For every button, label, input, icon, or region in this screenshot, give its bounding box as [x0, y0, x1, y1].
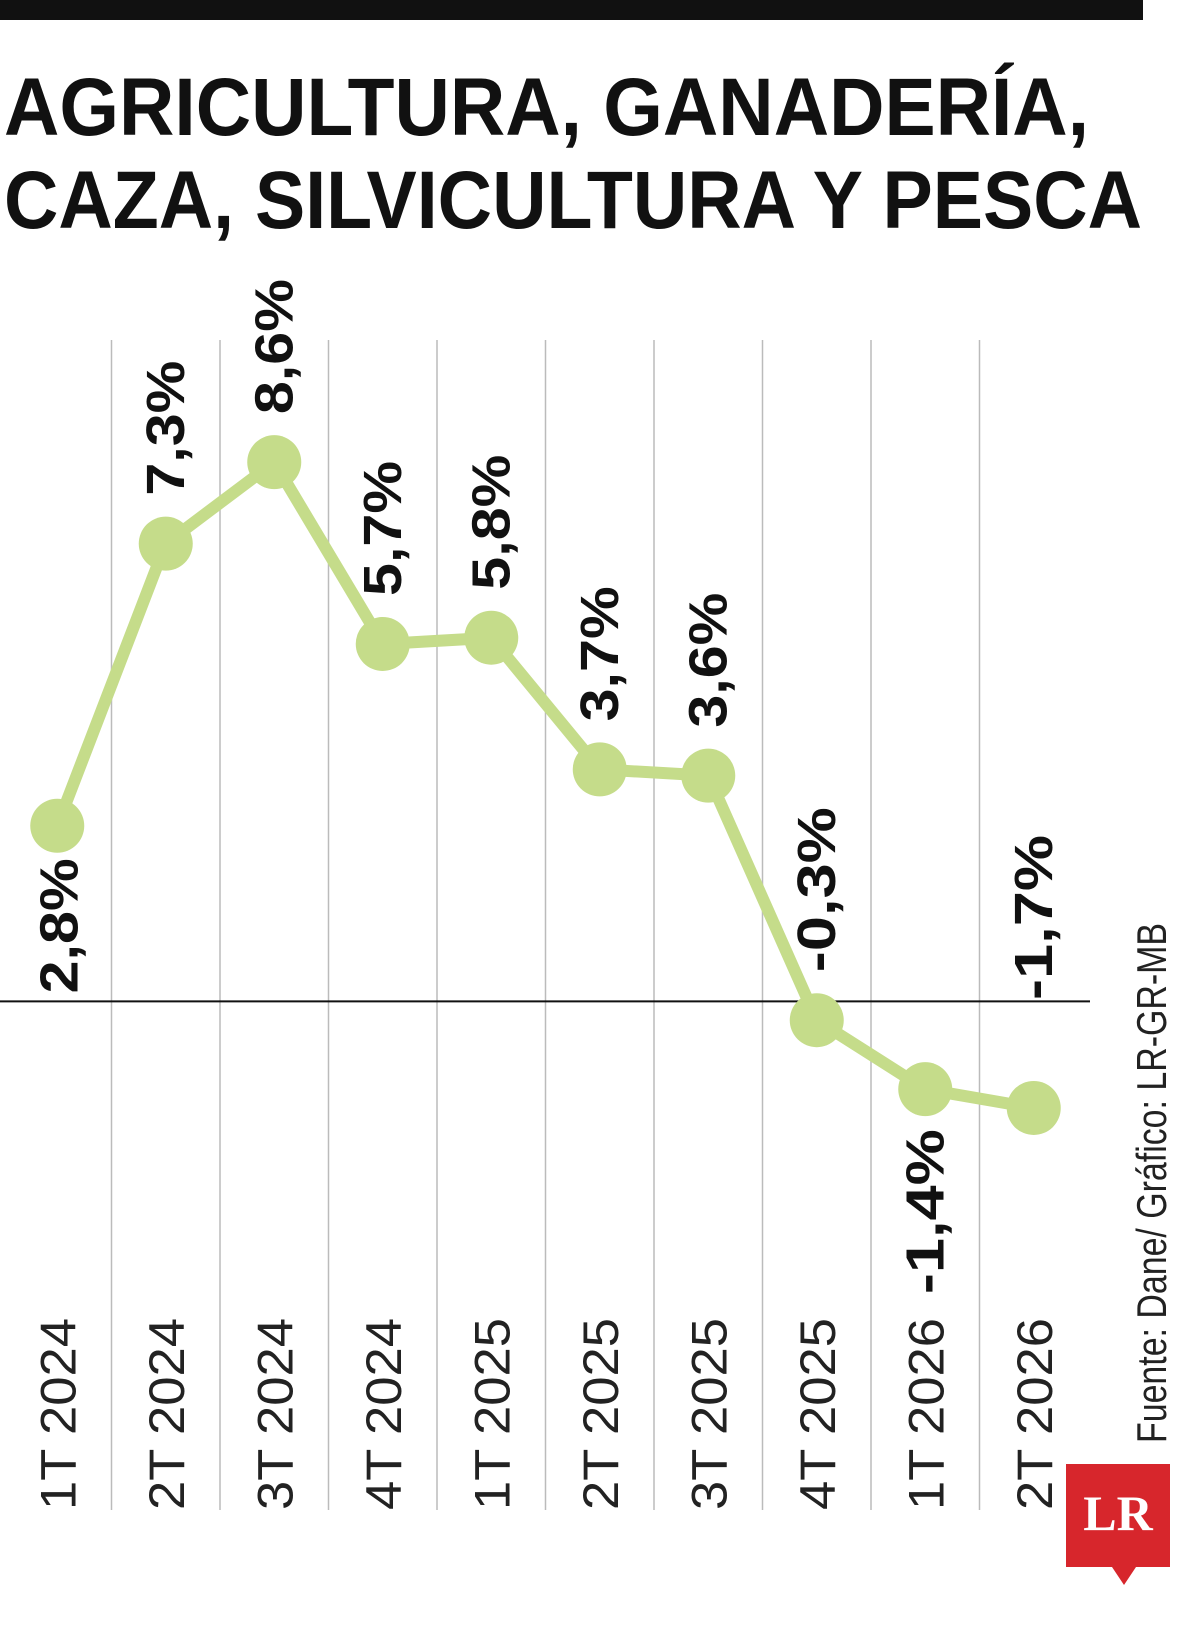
x-tick-label: 4T 2025 [790, 1318, 846, 1510]
point [138, 516, 193, 571]
point [247, 435, 302, 490]
x-tick-label: 2T 2025 [573, 1318, 629, 1510]
data-label: 2,8% [29, 858, 89, 993]
data-label: 5,7% [353, 461, 413, 596]
x-tick-label: 4T 2024 [356, 1318, 412, 1510]
x-tick-label: 3T 2025 [681, 1318, 737, 1510]
point [572, 742, 627, 797]
point [355, 616, 410, 671]
point [898, 1062, 953, 1117]
logo: LR [1066, 1464, 1170, 1585]
chart-title-line: CAZA, SILVICULTURA Y PESCA [4, 155, 1142, 246]
logo-badge [1066, 1464, 1170, 1585]
chart-title-line: AGRICULTURA, GANADERÍA, [4, 62, 1089, 153]
point [789, 993, 844, 1048]
x-tick-label: 1T 2026 [898, 1318, 954, 1510]
data-label: 3,6% [678, 593, 738, 728]
data-label: 8,6% [244, 279, 304, 414]
x-tick-label: 3T 2024 [247, 1318, 303, 1510]
x-tick-label: 1T 2025 [464, 1318, 520, 1510]
data-label: -1,4% [895, 1129, 955, 1294]
point [464, 610, 519, 665]
data-label: 3,7% [570, 586, 630, 721]
x-tick-label: 1T 2024 [30, 1318, 86, 1510]
data-label: 7,3% [136, 361, 196, 496]
logo-text: LR [1083, 1485, 1153, 1541]
point [1006, 1080, 1061, 1135]
x-tick-label: 2T 2026 [1007, 1318, 1063, 1510]
data-label: -1,7% [1004, 835, 1064, 1000]
source-note: Fuente: Dane/ Gráfico: LR-GR-MB [1128, 923, 1175, 1443]
plot-area: 1T 2024 2T 2024 3T 2024 4T 2024 1T 2025 2T 20… [0, 279, 1090, 1510]
point [30, 798, 85, 853]
x-tick-label: 2T 2024 [139, 1318, 195, 1510]
data-label: 5,8% [461, 455, 521, 590]
line [51, 456, 1035, 1114]
point [681, 748, 736, 803]
top-bar [0, 0, 1143, 20]
data-label: -0,3% [787, 807, 847, 972]
